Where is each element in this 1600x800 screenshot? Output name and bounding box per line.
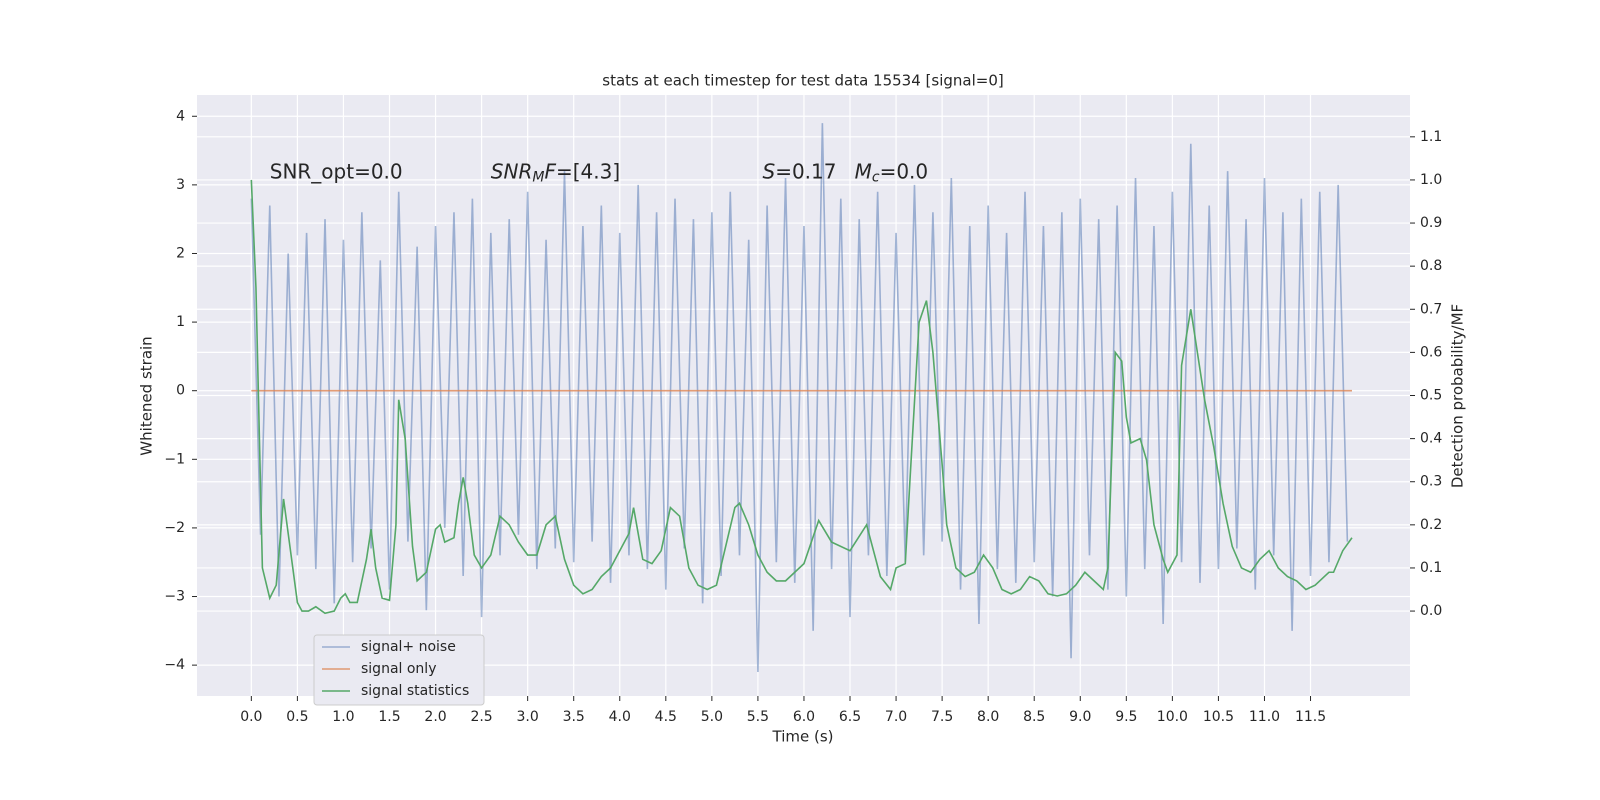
x-tick-label: 2.0 (424, 709, 446, 725)
x-tick-label: 11.5 (1295, 709, 1326, 725)
y-tick-label: −1 (164, 451, 185, 467)
annotation-part: =0.0 (880, 159, 929, 183)
x-tick-label: 1.0 (332, 709, 354, 725)
annotation-part: SNR (491, 159, 533, 183)
x-tick-label: 5.0 (701, 709, 723, 725)
y2-tick-label: 0.1 (1420, 560, 1442, 576)
legend-box (313, 634, 485, 706)
y2-tick-label: 1.1 (1420, 129, 1442, 145)
y2-tick-label: 0.9 (1420, 215, 1442, 231)
annotation-part: M (855, 159, 872, 183)
x-tick-label: 7.0 (885, 709, 907, 725)
y2-tick-label: 0.7 (1420, 301, 1442, 317)
x-tick-label: 9.0 (1069, 709, 1091, 725)
x-tick-label: 5.5 (747, 709, 769, 725)
y2-tick-label: 1.0 (1420, 172, 1442, 188)
x-tick-label: 0.5 (286, 709, 308, 725)
x-tick-label: 8.0 (977, 709, 999, 725)
annotation-part: SNR_opt=0.0 (270, 159, 403, 183)
x-tick-label: 9.5 (1115, 709, 1137, 725)
y2-tick-label: 0.2 (1420, 517, 1442, 533)
annotation: S=0.17 (763, 159, 837, 183)
x-tick-label: 10.5 (1203, 709, 1234, 725)
y2-tick-label: 0.3 (1420, 474, 1442, 490)
annotation: Mc=0.0 (855, 159, 929, 186)
y-tick-label: −2 (164, 520, 185, 536)
legend-label: signal statistics (361, 683, 469, 699)
x-tick-label: 4.0 (609, 709, 631, 725)
y2-tick-label: 0.6 (1420, 344, 1442, 360)
chart-title: stats at each timestep for test data 155… (602, 72, 1003, 90)
annotation: SNRMF=[4.3] (491, 159, 620, 186)
y-tick-label: 3 (176, 177, 185, 193)
y2-tick-label: 0.5 (1420, 388, 1442, 404)
legend: signal+ noise signal only signal statistic… (313, 634, 485, 706)
y-tick-label: −4 (164, 657, 185, 673)
y2-tick-label: 0.0 (1420, 603, 1442, 619)
y-tick-label: 4 (176, 108, 185, 124)
x-tick-label: 4.5 (655, 709, 677, 725)
x-tick-label: 6.0 (793, 709, 815, 725)
x-tick-label: 2.5 (470, 709, 492, 725)
annotation-part: F (544, 159, 556, 183)
y2-tick-label: 0.8 (1420, 258, 1442, 274)
legend-label: signal+ noise (361, 639, 456, 655)
annotation-part: M (532, 170, 544, 186)
x-tick-label: 3.0 (517, 709, 539, 725)
y-tick-label: 0 (176, 383, 185, 399)
x-tick-label: 6.5 (839, 709, 861, 725)
y-tick-label: 2 (176, 245, 185, 261)
y2-tick-label: 0.4 (1420, 431, 1442, 447)
annotation: SNR_opt=0.0 (270, 159, 403, 183)
x-tick-label: 11.0 (1249, 709, 1280, 725)
series-line (250, 179, 1353, 615)
annotation-part: S (763, 159, 776, 183)
y2-axis-label: Detection probability/MF (1449, 304, 1467, 488)
y-axis-label: Whitened strain (138, 336, 156, 455)
y-tick-label: −3 (164, 589, 185, 605)
x-tick-label: 0.0 (240, 709, 262, 725)
legend-label: signal only (361, 661, 436, 677)
annotation-part: c (872, 170, 880, 186)
y-tick-label: 1 (176, 314, 185, 330)
x-axis-label: Time (s) (772, 728, 834, 746)
x-tick-label: 10.0 (1157, 709, 1188, 725)
annotation-part: =[4.3] (556, 159, 620, 183)
x-tick-label: 1.5 (378, 709, 400, 725)
x-tick-label: 8.5 (1023, 709, 1045, 725)
series-line (250, 123, 1349, 673)
x-tick-label: 3.5 (563, 709, 585, 725)
annotation-part: =0.17 (775, 159, 836, 183)
x-tick-label: 7.5 (931, 709, 953, 725)
